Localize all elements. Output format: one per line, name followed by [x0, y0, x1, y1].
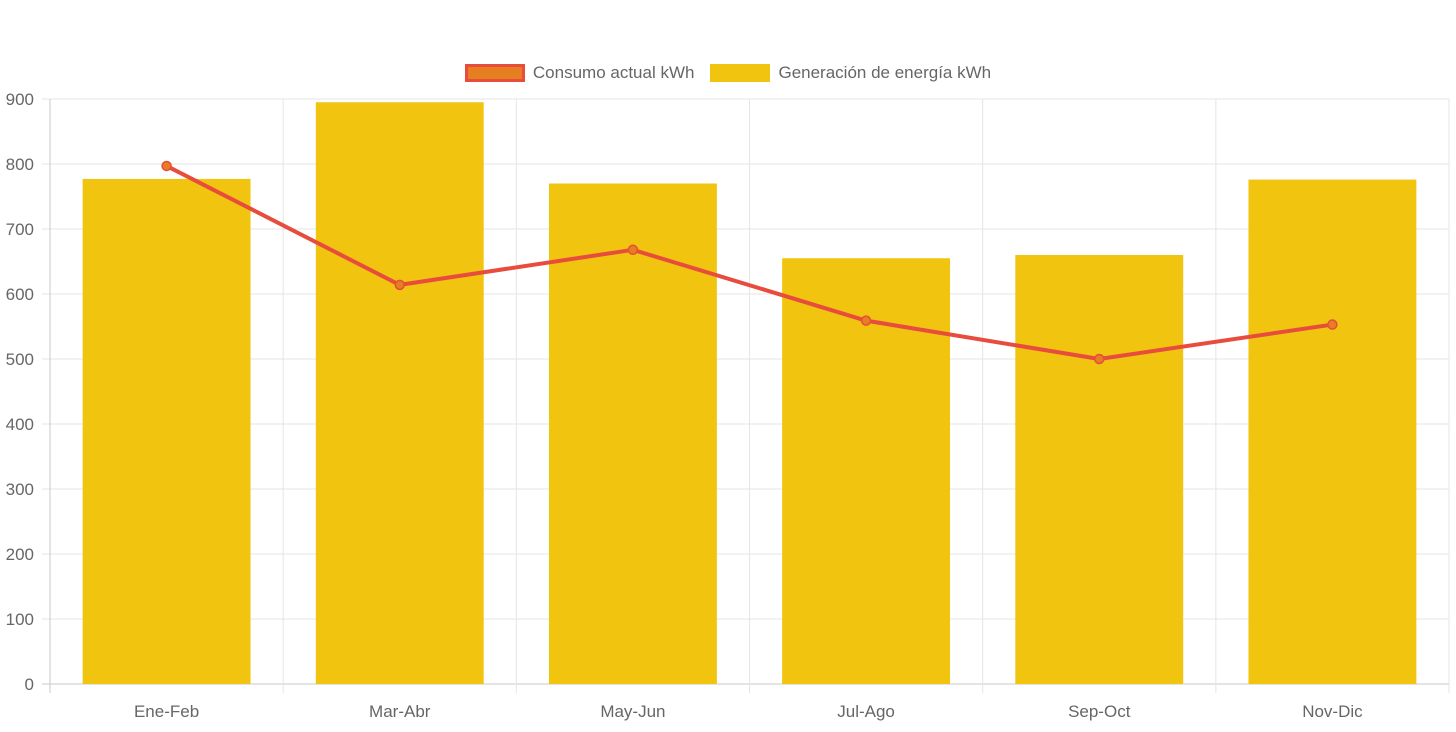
x-tick-label: Mar-Abr [369, 702, 431, 721]
y-tick-label: 400 [6, 415, 34, 434]
legend-swatch-consumo [464, 64, 525, 82]
bar-generacion [82, 178, 251, 684]
legend-label-consumo: Consumo actual kWh [532, 63, 695, 82]
y-tick-label: 800 [6, 155, 34, 174]
point-consumo [627, 244, 639, 256]
legend-item-consumo[interactable]: Consumo actual kWh [464, 63, 695, 83]
x-tick-label: Sep-Oct [1068, 702, 1131, 721]
x-tick-label: Jul-Ago [837, 702, 895, 721]
point-consumo [394, 279, 405, 291]
y-tick-label: 700 [6, 220, 34, 239]
bar-generacion [1248, 179, 1417, 684]
legend-label-generacion: Generación de energía kWh [778, 63, 992, 82]
legend-item-generacion[interactable]: Generación de energía kWh [710, 63, 991, 83]
y-tick-label: 200 [6, 545, 34, 564]
y-tick-label: 900 [6, 90, 34, 109]
y-tick-label: 0 [25, 675, 34, 694]
y-tick-label: 500 [6, 350, 34, 369]
chart-legend: Consumo actual kWh Generación de energía… [0, 63, 1456, 83]
x-tick-label: May-Jun [600, 702, 665, 721]
bar-generacion [315, 102, 484, 684]
bar-generacion [1015, 255, 1184, 684]
point-consumo [1327, 319, 1338, 330]
y-tick-label: 100 [6, 610, 34, 629]
x-tick-label: Nov-Dic [1302, 702, 1363, 721]
point-consumo [1094, 353, 1105, 365]
legend-swatch-generacion [710, 64, 771, 82]
point-consumo [860, 315, 872, 326]
y-tick-label: 600 [6, 285, 34, 304]
y-tick-label: 300 [6, 480, 34, 499]
x-tick-label: Ene-Feb [134, 702, 199, 721]
point-consumo [161, 160, 172, 172]
line-consumo [165, 164, 1333, 361]
